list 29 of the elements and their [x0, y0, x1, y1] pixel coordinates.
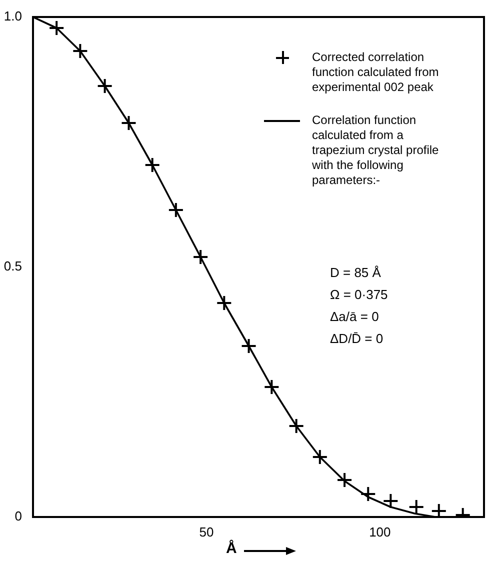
point	[168, 202, 184, 218]
point	[288, 418, 304, 434]
point	[264, 379, 280, 395]
point	[382, 493, 399, 509]
point	[336, 472, 353, 488]
legend-label: Corrected correlation function calculated from experimental 002 peak	[312, 50, 440, 95]
annotation: Ω = 0·375	[330, 286, 388, 304]
point	[240, 338, 257, 354]
point	[430, 503, 447, 517]
x-tick-label: 100	[369, 524, 391, 540]
y-tick-label: 1.0	[4, 8, 22, 24]
annotation: D = 85 Å	[330, 264, 382, 282]
point	[96, 78, 113, 94]
point	[192, 249, 209, 265]
annotation: ΔD/D̄ = 0	[330, 330, 384, 348]
point	[312, 449, 328, 465]
point	[120, 115, 137, 131]
point	[144, 157, 160, 173]
x-tick-label: 50	[199, 524, 214, 540]
point	[216, 295, 232, 311]
point	[408, 499, 424, 515]
legend-label: Correlation function calculated from a trapezium crystal profile with the following parameters:-	[312, 113, 440, 188]
x-axis-title: Å	[226, 540, 237, 557]
y-tick-label: 0	[14, 508, 22, 524]
point	[360, 486, 376, 502]
point	[72, 43, 88, 59]
annotation: Δa/ā = 0	[330, 308, 380, 326]
point	[48, 20, 65, 36]
y-tick-label: 0.5	[4, 258, 22, 274]
